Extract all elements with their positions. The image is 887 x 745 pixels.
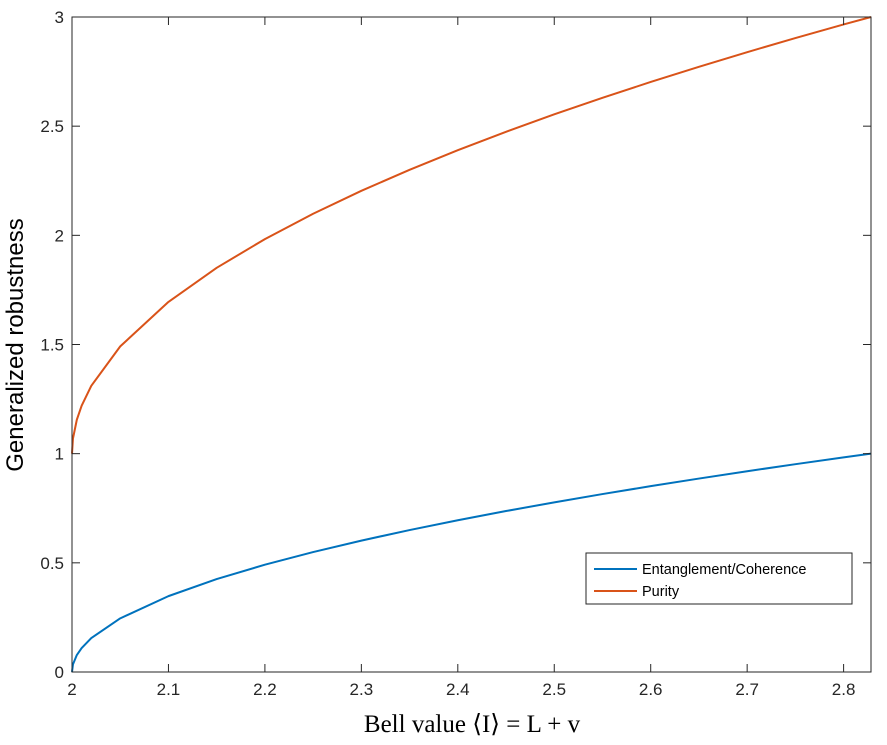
y-tick-label: 0.5: [40, 554, 64, 573]
y-tick-label: 2: [55, 226, 64, 245]
x-tick-label: 2.8: [832, 680, 856, 699]
series-line-entanglement-coherence: [71, 452, 872, 673]
x-tick-label: 2.6: [639, 680, 663, 699]
x-tick-label: 2.2: [253, 680, 277, 699]
x-tick-label: 2.4: [446, 680, 470, 699]
legend-label-entanglement: Entanglement/Coherence: [642, 562, 806, 578]
series-line-purity: [71, 16, 872, 454]
y-tick-label: 1.5: [40, 336, 64, 355]
y-tick-label: 0: [55, 663, 64, 682]
x-tick-label: 2.5: [542, 680, 566, 699]
x-tick-label: 2.3: [350, 680, 374, 699]
x-axis-title: Bell value ⟨I⟩ = L + v: [364, 711, 581, 738]
x-tick-label: 2.7: [735, 680, 759, 699]
x-tick-label: 2: [67, 680, 76, 699]
y-axis-title: Generalized robustness: [2, 218, 29, 471]
y-tick-label: 1: [55, 445, 64, 464]
y-tick-label: 3: [55, 8, 64, 27]
ticks-layer: 2 2.1 2.2 2.3 2.4 2.5 2.6 2.7 2.8 0 0.5 1 1.5 2 2.5 3: [40, 8, 871, 699]
series-layer: [71, 16, 872, 673]
legend: Entanglement/Coherence Purity: [585, 552, 853, 605]
x-tick-label: 2.1: [157, 680, 181, 699]
y-tick-label: 2.5: [40, 117, 64, 136]
legend-label-purity: Purity: [642, 584, 680, 600]
legend-box: [585, 552, 853, 605]
